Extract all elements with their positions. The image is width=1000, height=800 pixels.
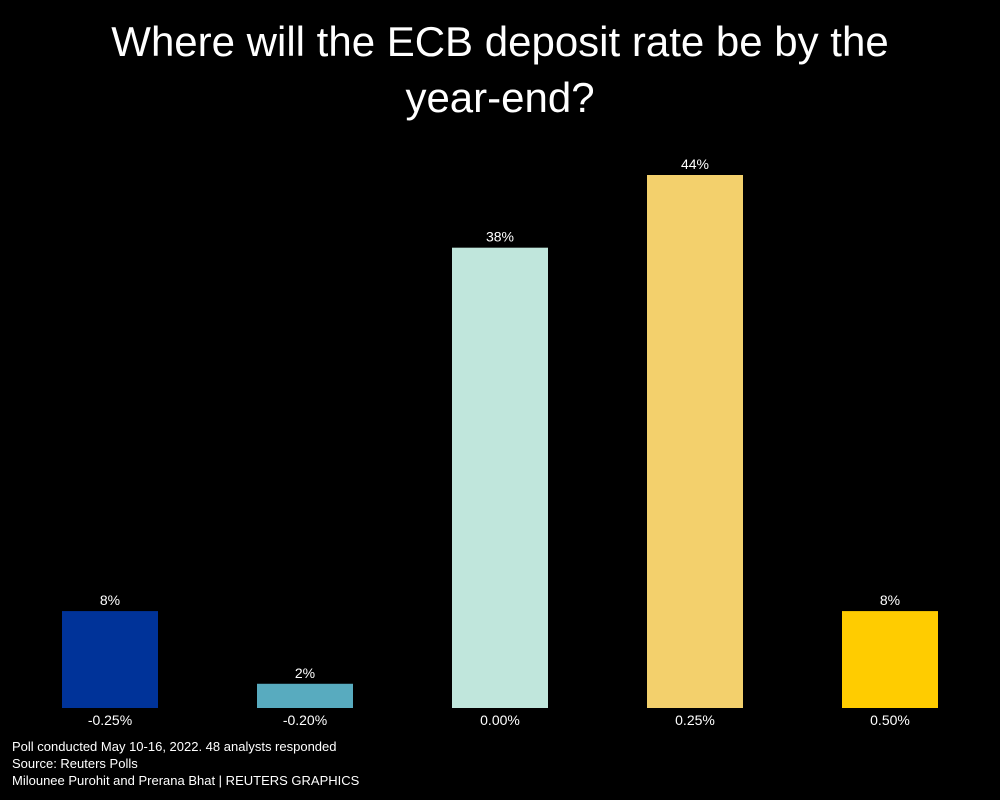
bar-value-label-0: 8% <box>100 592 120 608</box>
x-tick-label-0: -0.25% <box>88 712 132 728</box>
source-note: Source: Reuters Polls <box>12 756 138 771</box>
bar-value-label-2: 38% <box>486 229 514 245</box>
x-tick-label-4: 0.50% <box>870 712 910 728</box>
bar-2 <box>452 247 548 708</box>
bar-1 <box>257 683 353 708</box>
x-tick-label-1: -0.20% <box>283 712 327 728</box>
chart-title: Where will the ECB deposit rate be by th… <box>111 18 889 121</box>
x-tick-label-3: 0.25% <box>675 712 715 728</box>
bar-value-label-3: 44% <box>681 156 709 172</box>
bar-0 <box>62 611 158 708</box>
bar-value-label-4: 8% <box>880 592 900 608</box>
bar-3 <box>647 175 743 708</box>
poll-note: Poll conducted May 10-16, 2022. 48 analy… <box>12 739 337 754</box>
x-tick-label-2: 0.00% <box>480 712 520 728</box>
bar-4 <box>842 611 938 708</box>
chart-footer: Poll conducted May 10-16, 2022. 48 analy… <box>12 738 359 789</box>
bar-value-label-1: 2% <box>295 665 315 681</box>
credit-note: Milounee Purohit and Prerana Bhat | REUT… <box>12 773 360 788</box>
